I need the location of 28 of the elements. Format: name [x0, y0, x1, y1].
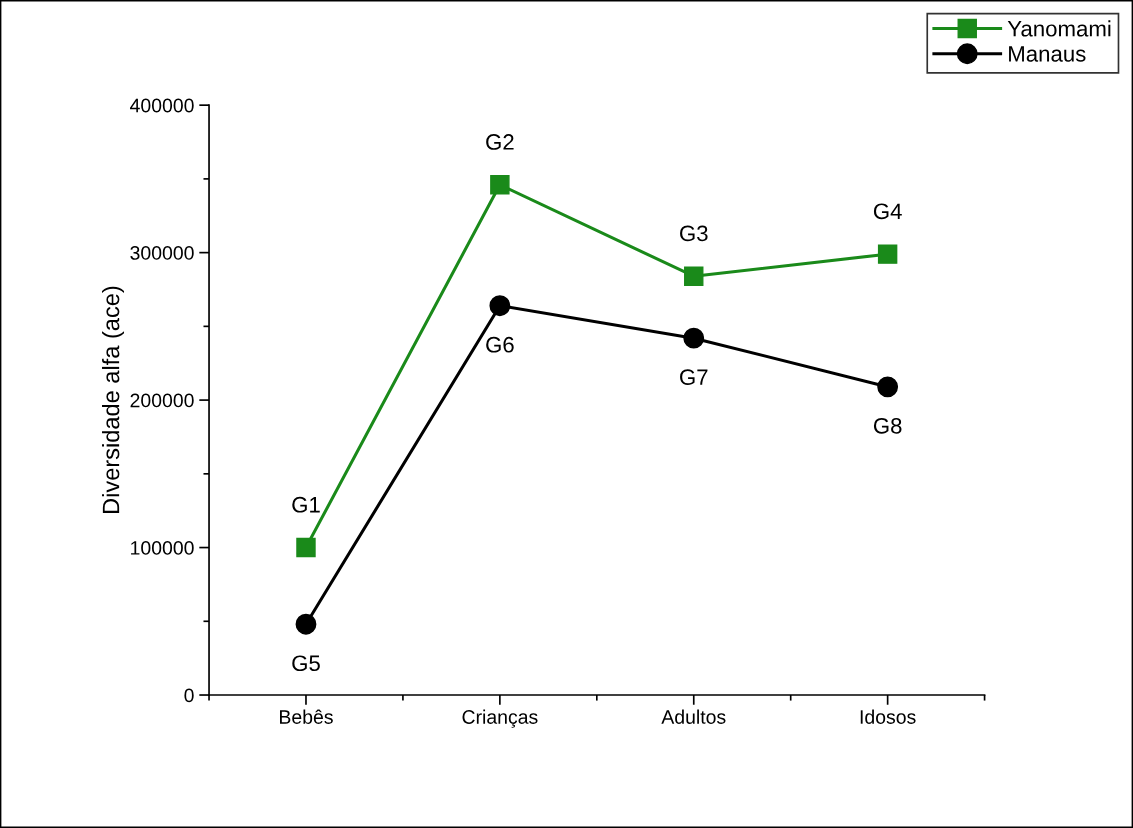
point [684, 266, 704, 286]
legend-label: Manaus [1009, 46, 1086, 62]
point [877, 244, 898, 264]
legend-label: Yanomami [1007, 20, 1111, 37]
y-tick-label: 400000 [130, 98, 194, 113]
point [489, 295, 511, 317]
y-tick-label: 0 [184, 688, 194, 703]
annotation: G6 [486, 336, 514, 353]
annotation: G7 [680, 369, 708, 386]
annotation: G8 [873, 417, 902, 434]
annotation: G2 [486, 134, 514, 150]
x-tick-label: Crianças [462, 709, 538, 728]
annotation: G5 [292, 655, 320, 672]
annotation: G3 [680, 225, 708, 242]
annotation: G4 [873, 203, 902, 220]
annotation: G1 [292, 496, 320, 513]
point [295, 613, 317, 635]
y-tick-label: 100000 [131, 541, 194, 555]
y-tick-label: 300000 [130, 246, 194, 260]
point [296, 537, 316, 558]
x-tick-label: Idosos [860, 709, 916, 724]
y-tick-label: 200000 [130, 393, 194, 408]
x-tick-label: Adultos [661, 709, 726, 724]
point [683, 327, 705, 349]
point [490, 175, 510, 195]
y-axis-title: Diversidade alfa (ace) [102, 286, 125, 513]
x-tick-label: Bebês [280, 709, 333, 724]
point [877, 376, 899, 398]
